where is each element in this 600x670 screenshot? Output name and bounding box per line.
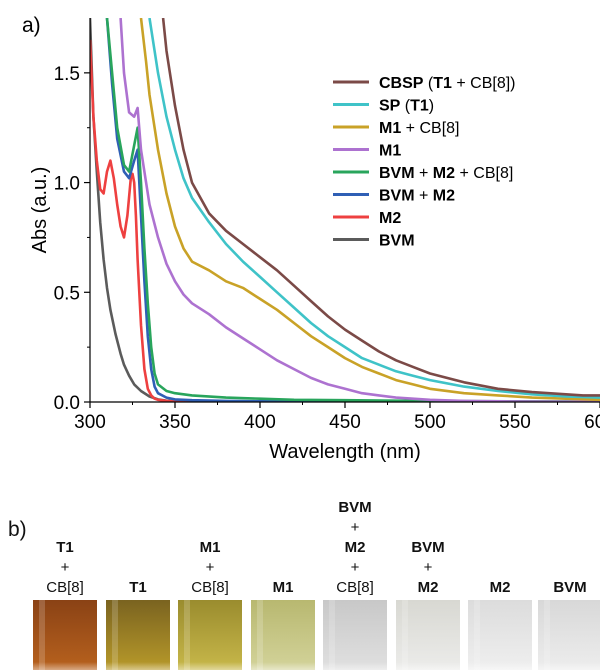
vial-bvm-m2-cb8: [323, 600, 387, 670]
series-line: [90, 39, 600, 402]
series-line: [105, 18, 600, 402]
vial-t1: [106, 600, 170, 670]
x-tick-label: 500: [414, 412, 446, 433]
y-axis-label: Abs (a.u.): [29, 167, 51, 254]
vial-bvm-m2-cb8-label: BVM + M2 + CB[8]: [336, 499, 374, 596]
vial-m1-label: M1: [272, 579, 294, 596]
x-tick-label: 300: [74, 412, 106, 433]
vial-bvm-label: BVM: [553, 579, 587, 596]
series-line: [139, 18, 600, 402]
x-tick-label: 550: [499, 412, 531, 433]
legend-entry: CBSP (T1 + CB[8]): [379, 75, 515, 92]
vial-bvm: [538, 600, 600, 670]
x-tick-label: 400: [244, 412, 276, 433]
x-axis-label: Wavelength (nm): [269, 441, 421, 463]
legend-entry: BVM + M2: [379, 188, 455, 205]
vial-bvm-m2: [396, 600, 460, 670]
legend-entry: BVM + M2 + CB[8]: [379, 165, 513, 182]
y-tick-label: 0.0: [54, 393, 80, 414]
series-line: [90, 18, 600, 402]
panel-a-label: a): [22, 14, 41, 37]
vial-photo-panel: b) T1 + CB[8] T1 M1 + CB[8] M1 BVM + M2 + CB[8] BVM + M…: [0, 470, 600, 670]
vial-t1-cb8: [33, 600, 97, 670]
panel-b-label: b): [8, 518, 27, 541]
series-group: [90, 18, 600, 402]
vial-t1-cb8-label: T1 + CB[8]: [46, 539, 84, 596]
y-tick-label: 1.0: [54, 174, 80, 195]
vial-bvm-m2-label: BVM + M2: [411, 539, 445, 596]
vial-m2: [468, 600, 532, 670]
legend-entry: M2: [379, 210, 401, 227]
legend-entry: SP (T1): [379, 98, 434, 115]
x-tick-label: 350: [159, 412, 191, 433]
y-tick-label: 1.5: [54, 64, 80, 85]
vial-m1-cb8-label: M1 + CB[8]: [191, 539, 229, 596]
legend-entry: BVM: [379, 233, 415, 250]
vial-m1-cb8: [178, 600, 242, 670]
vial-m1: [251, 600, 315, 670]
x-tick-label: 450: [329, 412, 361, 433]
y-tick-label: 0.5: [54, 283, 80, 304]
series-line: [161, 18, 600, 397]
series-line: [148, 18, 600, 399]
legend-entry: M1: [379, 143, 401, 160]
x-tick-label: 600: [584, 412, 600, 433]
series-line: [119, 18, 600, 402]
vial-t1-label: T1: [129, 579, 147, 596]
legend-entry: M1 + CB[8]: [379, 120, 459, 137]
vial-m2-label: M2: [489, 579, 511, 596]
series-line: [105, 18, 600, 402]
absorbance-chart: a) 300 350 400 450 500 550 600 0.0 0.5 1.0 1.5 CBSP…: [22, 14, 600, 463]
